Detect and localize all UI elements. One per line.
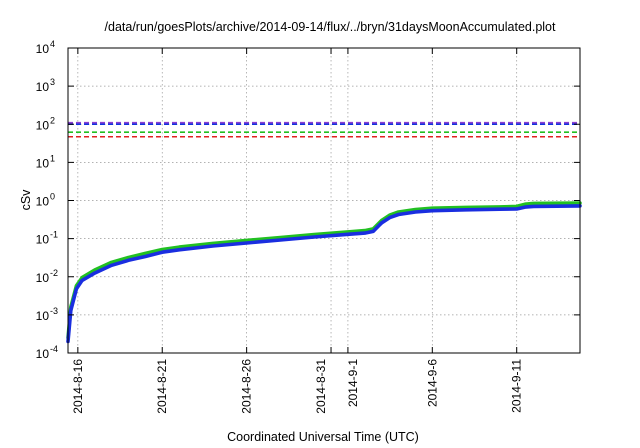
y-tick-label-exponent: -4 [50, 344, 58, 354]
chart-title: /data/run/goesPlots/archive/2014-09-14/f… [105, 20, 556, 34]
x-tick-label: 2014-9-1 [346, 359, 360, 407]
y-tick-label-base: 10 [36, 80, 50, 94]
x-tick-label: 2014-8-31 [314, 359, 328, 414]
x-axis: 2014-8-16 2014-8-21 2014-8-26 2014-8-31 2014… [71, 48, 524, 414]
y-tick-label-base: 10 [36, 118, 50, 132]
y-tick-label: 10 [36, 233, 50, 247]
x-tick-label: 2014-9-6 [425, 359, 439, 407]
y-tick-label: 10 [36, 347, 50, 361]
series-group [66, 201, 582, 344]
y-tick-label-exponent: 1 [50, 153, 55, 163]
x-tick-label: 2014-9-11 [510, 359, 524, 413]
series-line-2 [66, 204, 582, 344]
y-tick-label-exponent: 3 [50, 77, 55, 87]
x-tick-label: 2014-8-26 [240, 359, 254, 414]
y-tick-label-base: 10 [36, 42, 50, 56]
series-line-1 [66, 201, 582, 340]
y-tick-label-exponent: 0 [50, 192, 55, 202]
x-tick-label: 2014-8-21 [155, 359, 169, 414]
y-tick-label-base: 10 [36, 309, 50, 323]
y-tick-label-base: 10 [36, 195, 50, 209]
y-tick-label: 10 [36, 80, 50, 94]
y-tick-label-exponent: 4 [50, 39, 55, 49]
reference-lines [68, 121, 580, 138]
x-tick-label: 2014-8-16 [71, 359, 85, 414]
grid [68, 47, 580, 354]
y-tick-label: 10 [36, 156, 50, 170]
y-tick-label-exponent: -1 [50, 230, 58, 240]
y-tick-label-exponent: -3 [50, 306, 58, 316]
y-tick-label: 10 [36, 42, 50, 56]
y-axis-label: cSv [19, 189, 33, 211]
x-axis-label: Coordinated Universal Time (UTC) [227, 430, 419, 444]
y-tick-label: 10 [36, 271, 50, 285]
y-tick-label-base: 10 [36, 271, 50, 285]
y-tick-label-base: 10 [36, 347, 50, 361]
y-tick-label: 10 [36, 195, 50, 209]
y-tick-label-exponent: -2 [50, 268, 58, 278]
y-tick-label: 10 [36, 118, 50, 132]
y-tick-label: 10 [36, 309, 50, 323]
y-tick-label-base: 10 [36, 233, 50, 247]
y-tick-label-exponent: 2 [50, 115, 55, 125]
y-tick-label-base: 10 [36, 156, 50, 170]
